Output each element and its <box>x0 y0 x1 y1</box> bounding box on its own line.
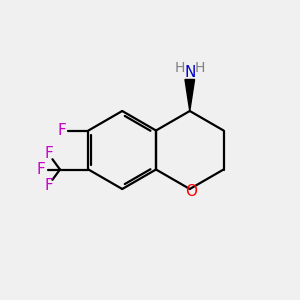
Text: N: N <box>184 65 196 80</box>
Text: F: F <box>57 123 66 138</box>
Text: F: F <box>44 178 53 193</box>
Text: F: F <box>37 162 46 177</box>
Text: H: H <box>175 61 185 74</box>
Text: H: H <box>194 61 205 74</box>
Text: F: F <box>44 146 53 161</box>
Text: O: O <box>185 184 197 199</box>
Polygon shape <box>185 80 195 111</box>
